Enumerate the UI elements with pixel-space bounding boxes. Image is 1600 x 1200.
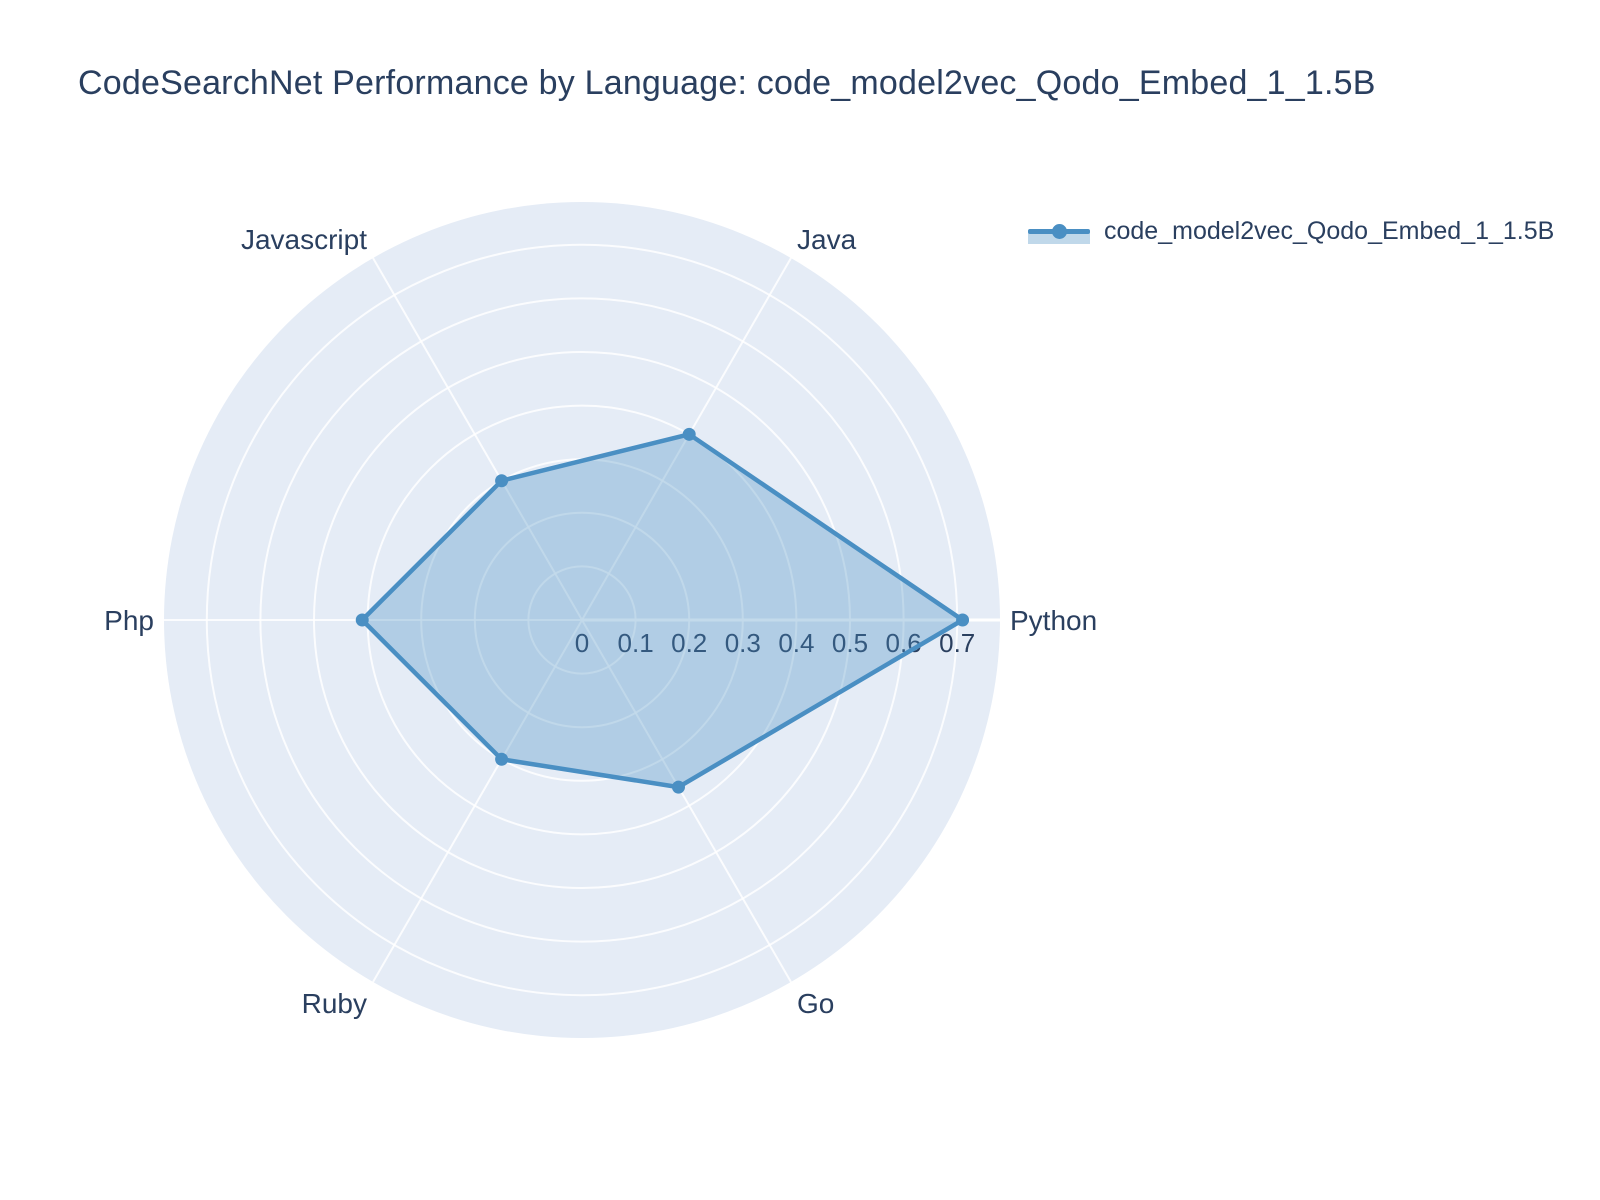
radial-tick-label: 0.4: [778, 628, 814, 658]
category-label-java: Java: [797, 224, 857, 255]
category-label-go: Go: [797, 988, 834, 1019]
legend: code_model2vec_Qodo_Embed_1_1.5B: [1028, 213, 1554, 249]
radial-tick-label: 0.3: [725, 628, 761, 658]
data-point-java: [682, 427, 696, 441]
category-label-ruby: Ruby: [302, 988, 367, 1019]
category-label-javascript: Javascript: [241, 224, 367, 255]
data-point-python: [956, 613, 970, 627]
angular-spoke-go: [581, 619, 792, 983]
data-point-javascript: [495, 474, 509, 488]
category-label-python: Python: [1010, 605, 1097, 636]
radial-tick-label: 0.5: [832, 628, 868, 658]
data-point-php: [355, 613, 369, 627]
legend-line-marker-icon: [1028, 216, 1090, 246]
data-point-go: [671, 780, 685, 794]
angular-spoke-javascript: [372, 257, 583, 621]
radial-tick-label: 0.1: [618, 628, 654, 658]
angular-spoke-ruby: [372, 619, 583, 983]
legend-marker-dot-icon: [1052, 224, 1067, 239]
radial-tick-label: 0.7: [939, 628, 975, 658]
legend-item[interactable]: code_model2vec_Qodo_Embed_1_1.5B: [1028, 213, 1554, 249]
legend-item-label: code_model2vec_Qodo_Embed_1_1.5B: [1104, 216, 1555, 245]
chart-title: CodeSearchNet Performance by Language: c…: [78, 64, 1376, 102]
radial-tick-label: 0.2: [671, 628, 707, 658]
data-point-ruby: [495, 752, 509, 766]
radial-tick-label: 0: [575, 628, 589, 658]
category-label-php: Php: [104, 605, 154, 636]
